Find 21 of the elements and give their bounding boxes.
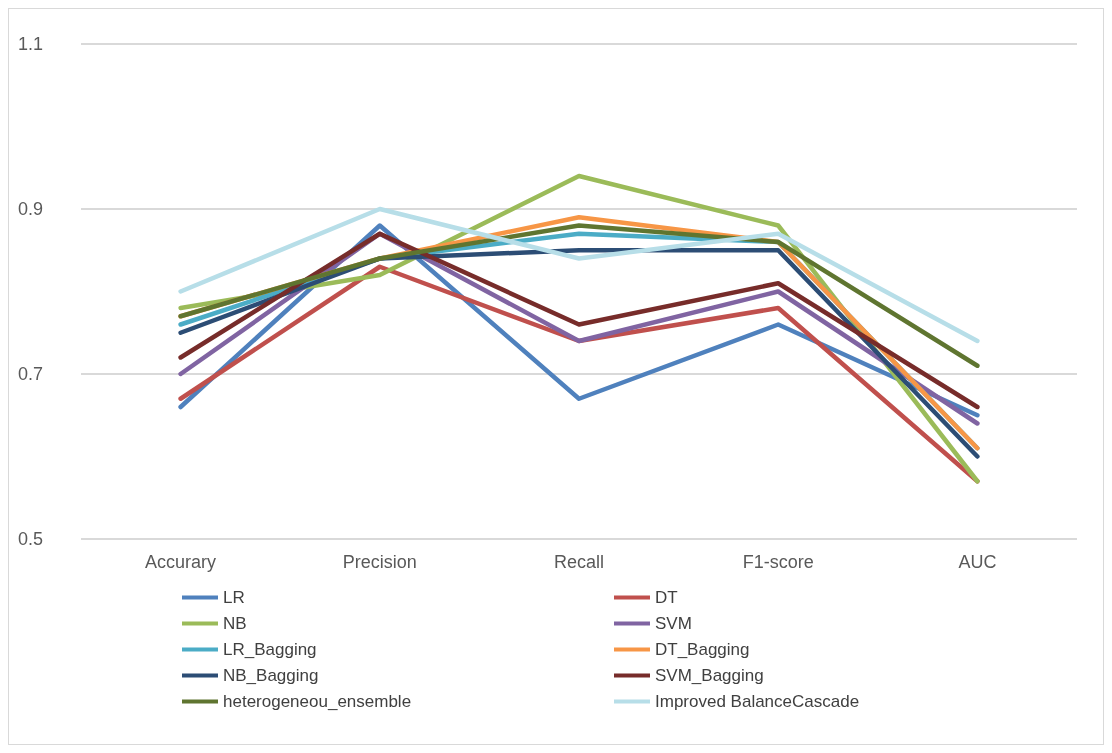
x-tick-label: Accurary	[145, 552, 217, 572]
x-tick-label: AUC	[958, 552, 997, 572]
legend-label: Improved BalanceCascade	[655, 692, 860, 711]
y-tick-label: 1.1	[17, 34, 43, 54]
legend-label: NB	[223, 614, 247, 633]
legend-label: SVM_Bagging	[655, 666, 764, 685]
x-tick-label: F1-score	[742, 552, 814, 572]
legend-label: NB_Bagging	[223, 666, 319, 685]
legend-label: DT_Bagging	[655, 640, 750, 659]
y-tick-label: 0.7	[17, 364, 43, 384]
y-tick-label: 0.5	[17, 529, 43, 549]
legend-label: heterogeneou_ensemble	[223, 692, 412, 711]
y-tick-label: 0.9	[17, 199, 43, 219]
legend-label: DT	[655, 588, 678, 607]
line-series	[178, 206, 980, 344]
legend-label: LR	[223, 588, 245, 607]
line-series	[178, 223, 980, 368]
x-tick-label: Precision	[342, 552, 417, 572]
x-tick-label: Recall	[553, 552, 605, 572]
legend-label: SVM	[655, 614, 692, 633]
legend-label: LR_Bagging	[223, 640, 317, 659]
